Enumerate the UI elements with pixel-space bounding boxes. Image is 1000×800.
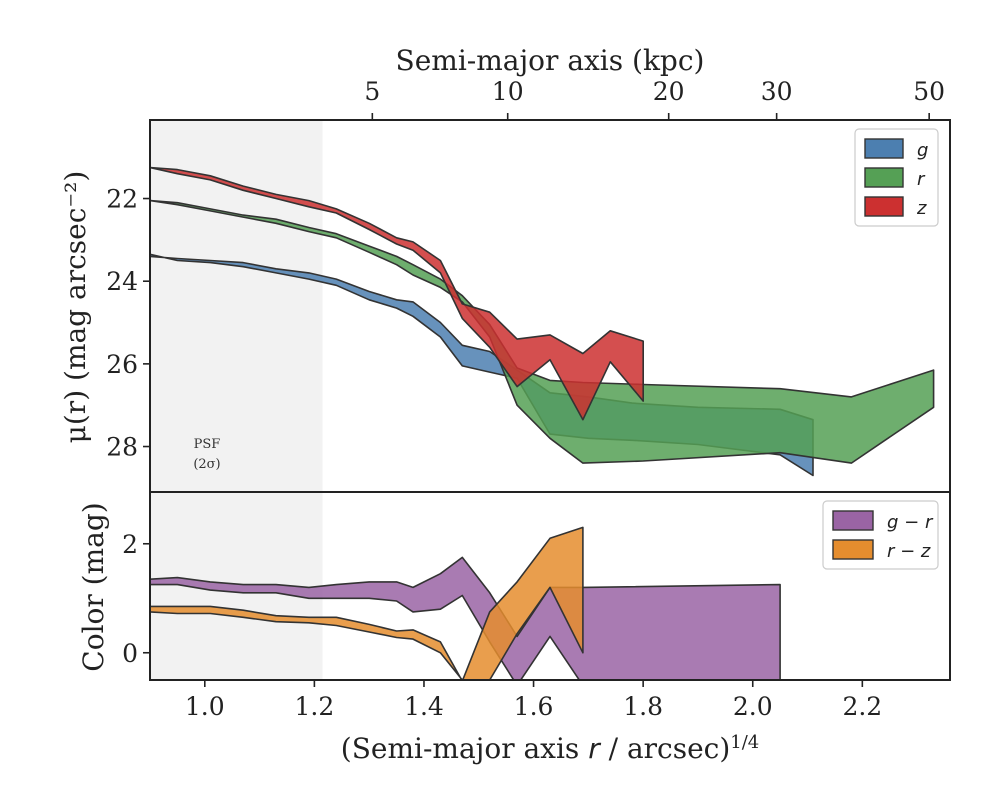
- kpc-tick-label: 20: [653, 77, 685, 106]
- legend-swatch-g: [864, 138, 904, 159]
- kpc-tick-label: 50: [913, 77, 945, 106]
- color-y-label: Color (mag): [77, 502, 110, 671]
- x-tick-label: 1.4: [404, 692, 444, 721]
- x-tick-label: 1.2: [295, 692, 335, 721]
- y-tick-label: 24: [106, 267, 138, 296]
- y-tick-label: 0: [122, 639, 138, 668]
- y-tick-label: 26: [106, 350, 138, 379]
- legend-swatch-r: [864, 167, 904, 188]
- legend-label-z: z: [916, 198, 927, 219]
- legend-swatch-rz: [832, 539, 874, 560]
- color-y-ticks: 02: [122, 530, 150, 668]
- color-series: [150, 526, 781, 680]
- band-z-series: [150, 166, 644, 421]
- kpc-axis-ticks: 51020305075100150: [364, 77, 945, 120]
- x-axis-title: (Semi-major axis r / arcsec)1/4: [341, 732, 759, 766]
- x-tick-label: 2.2: [842, 692, 882, 721]
- psf-region-shade: [150, 120, 323, 492]
- arcsec-x-ticks: 1.0 1.2 1.4 1.6 1.8 2.0 2.2: [185, 680, 882, 721]
- legend-label-gr: g − r: [887, 512, 934, 533]
- y-tick-label: 2: [122, 530, 138, 559]
- surface-brightness-y-ticks: 22 24 26 28: [106, 185, 150, 462]
- surface-brightness-series: [150, 166, 935, 477]
- surface-brightness-legend: grz: [854, 128, 939, 227]
- surface-brightness-y-label: μ(r) (mag arcsec⁻²): [59, 171, 92, 444]
- kpc-tick-label: 10: [492, 77, 524, 106]
- legend-label-rz: r − z: [887, 541, 931, 562]
- color-panel: 02 1.0 1.2 1.4 1.6 1.8 2.0 2.2 Color (mag) (Se…: [77, 491, 951, 766]
- arcsec-x-label: (Semi-major axis r / arcsec)1/4: [341, 732, 759, 766]
- color-legend: g − r r − z: [822, 500, 939, 570]
- kpc-tick-label: 30: [761, 77, 793, 106]
- psf-label-line2: (2σ): [193, 457, 220, 472]
- kpc-axis-title: Semi-major axis (kpc): [396, 44, 705, 77]
- psf-label-line1: PSF: [194, 437, 221, 452]
- x-tick-label: 1.8: [623, 692, 663, 721]
- x-tick-label: 1.0: [185, 692, 225, 721]
- band-r-series: [150, 199, 935, 464]
- band-rz-series: [150, 526, 584, 680]
- y-tick-label: 28: [106, 433, 138, 462]
- kpc-tick-label: 5: [364, 77, 380, 106]
- color-frame: [149, 491, 951, 681]
- y-tick-label: 22: [106, 185, 138, 214]
- legend-swatch-z: [864, 196, 904, 217]
- x-tick-label: 2.0: [733, 692, 773, 721]
- band-gr-series: [150, 556, 781, 680]
- legend-label-r: r: [917, 169, 926, 190]
- legend-label-g: g: [917, 140, 928, 161]
- x-tick-label: 1.6: [514, 692, 554, 721]
- legend-swatch-gr: [832, 510, 874, 531]
